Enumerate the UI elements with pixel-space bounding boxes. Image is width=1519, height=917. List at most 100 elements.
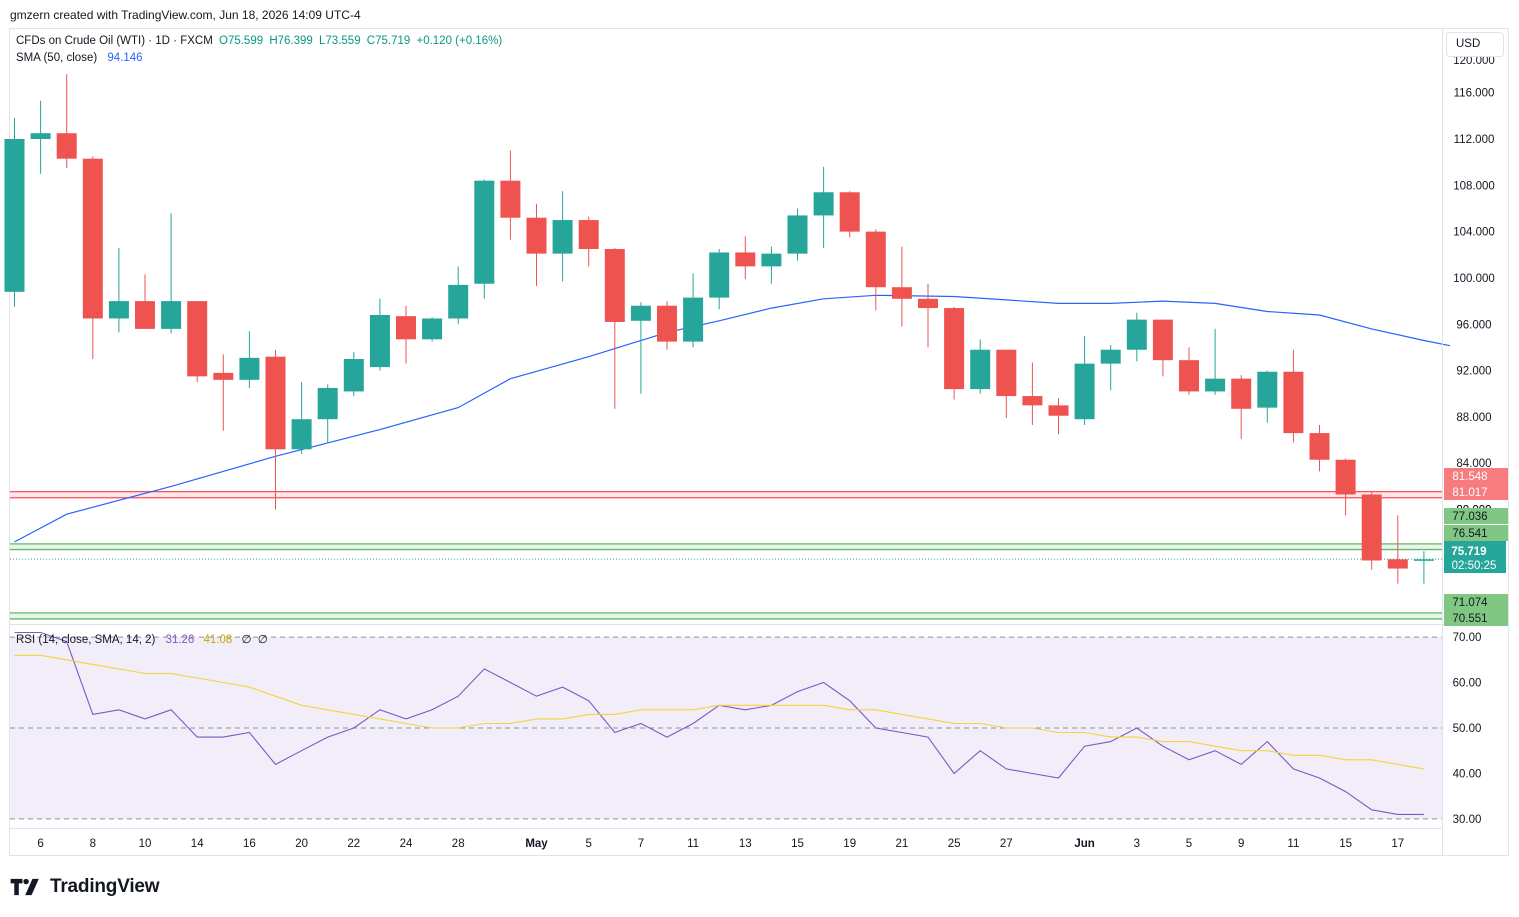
candle-body [578,220,599,249]
level-label-box [1444,610,1508,626]
level-label-box [1444,594,1508,610]
candle [4,118,25,307]
price-tick-label: 92.000 [1456,366,1491,378]
candle [526,203,547,287]
currency-label: USD [1456,38,1481,50]
sma-line [14,294,1451,543]
candle [944,306,965,400]
price-tick-label-partial: 120.000 [1453,55,1495,67]
candle [709,249,730,310]
candle-body [265,356,286,450]
level-zone [10,543,1442,550]
rsi-tick-label: 50.00 [1453,723,1482,735]
candle [891,246,912,327]
candle-body [213,372,234,380]
candle [1152,319,1173,377]
candle [239,331,260,388]
candle-body [474,180,495,284]
candle-body [630,305,651,321]
price-tick-label: 112.000 [1454,134,1495,146]
time-tick-label: 17 [1391,838,1404,850]
time-tick-label: 9 [1238,838,1244,850]
candle-body [1257,371,1278,408]
time-tick-label: 8 [90,838,96,850]
rsi-tick-label: 70.00 [1453,632,1482,644]
candle [1283,349,1304,443]
time-tick-label: 20 [295,838,308,850]
candle-body [1022,396,1043,406]
candle-body [1361,494,1382,561]
time-tick-label: 14 [191,838,204,850]
candle-body [187,301,208,377]
symbol-name[interactable]: CFDs on Crude Oil (WTI) · 1D · FXCM [16,35,213,47]
candle [865,229,886,311]
chart-frame [9,28,1509,856]
candle [30,100,51,174]
candle-body [317,387,338,420]
price-tick-label: 116.000 [1454,88,1495,100]
candle-body [1231,378,1252,409]
chart-credit: gmzern created with TradingView.com, Jun… [10,8,361,22]
time-tick-label: 24 [400,838,413,850]
candle [918,283,938,348]
time-tick-label: 21 [896,838,909,850]
rsi-sma-value: 41.08 [203,634,233,646]
last-price-label: 75.719 [1451,546,1486,558]
candle-body [1413,559,1434,561]
rsi-label[interactable]: RSI (14, close, SMA, 14, 2) [16,634,156,646]
time-tick-label: 15 [791,838,804,850]
candle [683,273,704,348]
candle [1022,362,1043,425]
candle [396,305,416,364]
candle [1361,491,1382,570]
candle-body [4,139,25,292]
rsi-ma-line [14,654,1424,770]
candle-body [1048,405,1069,416]
candle [1335,458,1356,516]
candle-body [161,301,182,329]
candle [735,236,756,280]
candle-body [526,217,547,254]
time-tick-label: 28 [452,838,465,850]
level-zone [10,612,1442,619]
currency-button[interactable]: USD [1446,32,1504,57]
candle-body [500,180,521,218]
ohlc-close: C75.719 [366,35,411,47]
candle [787,208,808,261]
candle-body [787,215,808,254]
rsi-tick-label: 60.00 [1453,678,1482,690]
price-legend: CFDs on Crude Oil (WTI) · 1D · FXCM O75.… [16,35,505,47]
time-tick-label: 22 [347,838,360,850]
level-zone [10,491,1442,498]
candle [56,74,77,168]
candle [343,352,364,397]
candle [135,274,155,329]
level-label: 77.036 [1452,511,1487,523]
sma-value: 94.146 [107,52,143,64]
candle-body [396,316,416,340]
candle [996,349,1017,419]
rsi-tick-label: 30.00 [1453,814,1482,826]
level-label: 81.548 [1452,471,1487,483]
price-tick-label: 84.000 [1456,458,1491,470]
time-tick-label: Jun [1074,838,1094,850]
candle-body [343,359,364,392]
sma-label[interactable]: SMA (50, close) [16,52,98,64]
candle-body [839,192,860,232]
time-tick-label: 5 [1186,838,1192,850]
price-pane [4,74,1508,625]
level-label-box [1444,508,1508,524]
candle-body [1152,319,1173,361]
time-tick-label: 25 [948,838,961,850]
rsi-tick-label: 40.00 [1453,768,1482,780]
rsi-extra-2: ∅ [257,634,268,646]
candle-body [657,305,677,342]
candle-body [1126,319,1147,350]
candle [1126,312,1147,362]
candle [1387,515,1408,584]
candle [1205,328,1226,395]
candle-body [918,298,938,309]
candle [82,156,103,359]
candle [317,384,338,444]
